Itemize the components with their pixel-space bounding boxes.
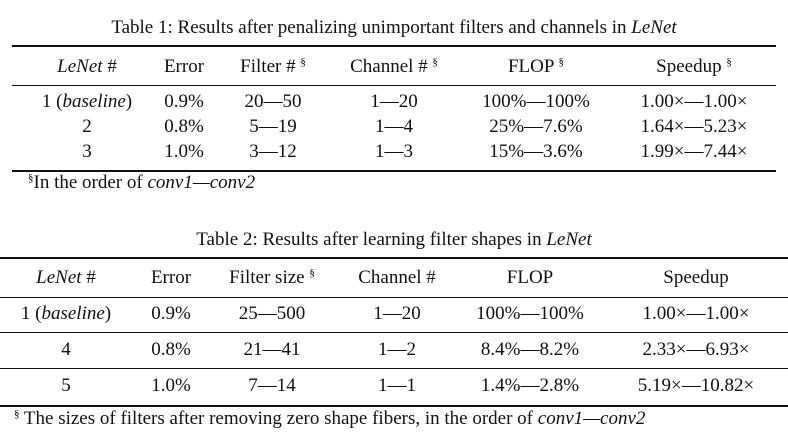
cell: 25%—7.6% [489, 116, 583, 137]
cell: 1—20 [373, 303, 421, 324]
cell: 1.0% [151, 375, 191, 396]
cell: 0.9% [164, 91, 204, 112]
text-run: LeNet [36, 267, 82, 288]
cell: 100%—100% [476, 303, 584, 324]
text-run: # [81, 267, 96, 288]
table-title: Table 2: Results after learning filter s… [196, 229, 591, 251]
rule [0, 332, 788, 333]
text-run: § [726, 56, 732, 68]
text-run: § [300, 56, 306, 68]
text-run: Table 1: Results after penalizing unimpo… [111, 17, 632, 38]
header-cell: Error [163, 56, 205, 77]
text-run: baseline [41, 303, 105, 324]
cell: 3—12 [249, 141, 297, 162]
text-run: ) [104, 303, 112, 324]
rule [0, 257, 788, 259]
header-cell: Channel # § [350, 56, 438, 78]
text-run: § [432, 56, 438, 68]
cell: 1 (baseline) [42, 91, 132, 113]
header-cell: Speedup [663, 267, 729, 288]
text-run: 1 ( [20, 303, 42, 324]
cell: 15%—3.6% [489, 141, 583, 162]
cell: 3 [82, 141, 92, 162]
rule [12, 85, 776, 86]
rule [0, 405, 788, 407]
cell: 1—3 [375, 141, 413, 162]
rule [12, 170, 776, 172]
header-cell: Error [150, 267, 192, 288]
table-title: Table 1: Results after penalizing unimpo… [111, 17, 676, 39]
cell: 1.4%—2.8% [480, 375, 580, 396]
header-cell: Filter # § [240, 56, 306, 78]
text-run: conv1—conv2 [537, 408, 646, 429]
text-run: § [14, 408, 20, 420]
cell: 1—4 [375, 116, 413, 137]
cell: 2 [82, 116, 92, 137]
text-run: conv1—conv2 [147, 172, 256, 193]
text-run: Filter # [240, 56, 301, 77]
cell: 1.00×—1.00× [642, 303, 750, 324]
rule [12, 45, 776, 47]
header-cell: LeNet # [57, 56, 117, 78]
text-run: Channel # [350, 56, 433, 77]
text-run: In the order of [33, 172, 148, 193]
cell: 8.4%—8.2% [480, 339, 580, 360]
cell: 1 (baseline) [21, 303, 111, 325]
text-run: # [102, 56, 117, 77]
cell: 1.64×—5.23× [640, 116, 748, 137]
header-cell: LeNet # [36, 267, 96, 289]
footnote: § The sizes of filters after removing ze… [14, 408, 645, 430]
rule [0, 368, 788, 369]
text-run: baseline [62, 91, 126, 112]
cell: 100%—100% [482, 91, 590, 112]
cell: 2.33×—6.93× [642, 339, 750, 360]
header-cell: FLOP § [508, 56, 564, 78]
text-run: § [28, 172, 34, 184]
cell: 1.99×—7.44× [640, 141, 748, 162]
rule [0, 297, 788, 298]
text-run: 1 ( [41, 91, 63, 112]
cell: 0.8% [151, 339, 191, 360]
cell: 1.00×—1.00× [640, 91, 748, 112]
text-run: The sizes of filters after removing zero… [19, 408, 538, 429]
cell: 1—1 [378, 375, 416, 396]
cell: 1—20 [370, 91, 418, 112]
cell: 7—14 [248, 375, 296, 396]
text-run: LeNet [631, 17, 677, 38]
text-run: Filter size [229, 267, 310, 288]
header-cell: Channel # [358, 267, 436, 288]
text-run: § [309, 267, 315, 279]
cell: 1—2 [378, 339, 416, 360]
cell: 5 [61, 375, 71, 396]
cell: 21—41 [243, 339, 301, 360]
cell: 20—50 [244, 91, 302, 112]
text-run: Speedup [656, 56, 727, 77]
footnote: §In the order of conv1—conv2 [28, 172, 255, 194]
text-run: Table 2: Results after learning filter s… [196, 229, 547, 250]
cell: 5—19 [249, 116, 297, 137]
header-cell: Speedup § [656, 56, 732, 78]
text-run: § [558, 56, 565, 68]
header-cell: FLOP [506, 267, 554, 288]
cell: 5.19×—10.82× [637, 375, 755, 396]
cell: 1.0% [164, 141, 204, 162]
cell: 0.9% [151, 303, 191, 324]
text-run: LeNet [57, 56, 103, 77]
cell: 0.8% [164, 116, 204, 137]
header-cell: Filter size § [229, 267, 315, 289]
cell: 25—500 [238, 303, 306, 324]
text-run: LeNet [546, 229, 592, 250]
cell: 4 [61, 339, 71, 360]
text-run: FLOP [507, 56, 559, 77]
text-run: ) [125, 91, 133, 112]
